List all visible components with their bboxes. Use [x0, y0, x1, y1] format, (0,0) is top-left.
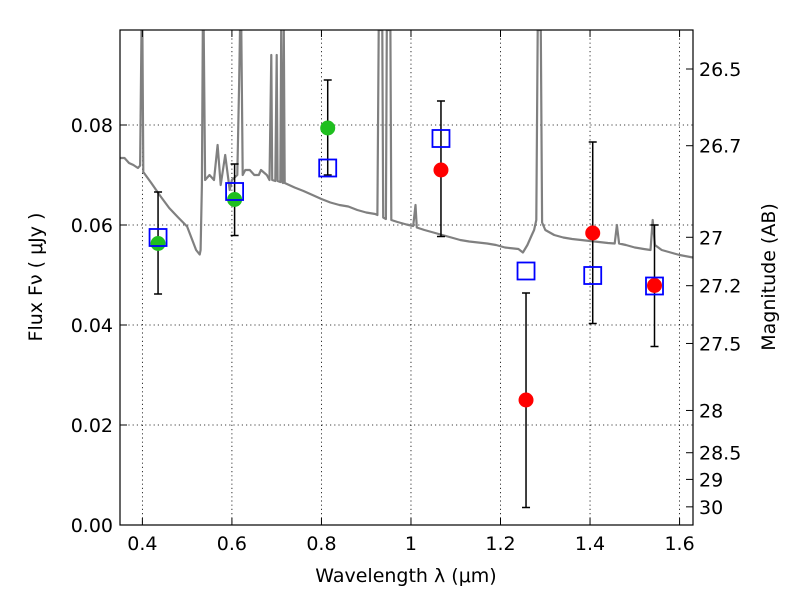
- y2-axis-title: Magnitude (AB): [758, 203, 780, 351]
- y-tick-label: 0.00: [71, 515, 113, 537]
- data-point: [647, 278, 663, 293]
- x-axis-title: Wavelength λ (μm): [315, 565, 496, 587]
- data-point: [318, 158, 338, 178]
- y-tick-label: 0.04: [71, 315, 113, 337]
- data-point: [645, 276, 664, 296]
- plot-frame: [119, 29, 694, 526]
- x-tick-label: 1: [405, 533, 417, 555]
- y2-tick-label: 29: [699, 469, 723, 491]
- y2-tick-label: 28.5: [699, 443, 741, 465]
- data-point: [225, 182, 245, 201]
- y2-tick-label: 27.2: [699, 276, 741, 298]
- axis-tick-labels: 0.4 0.6 0.8 1 1.2 1.4 1.6 0.00 0.02 0.04 0.06 0.08 2…: [71, 59, 742, 555]
- x-tick-label: 1.2: [485, 533, 515, 555]
- data-point: [516, 261, 536, 281]
- data-point: [431, 129, 451, 148]
- y2-tick-label: 26.7: [699, 136, 741, 158]
- y2-tick-label: 26.5: [699, 59, 741, 81]
- x-tick-label: 0.6: [217, 533, 247, 555]
- data-point: [433, 162, 449, 178]
- y-tick-label: 0.08: [71, 115, 113, 137]
- data-point: [585, 225, 601, 241]
- y2-tick-label: 27: [699, 227, 723, 249]
- data-point: [150, 236, 166, 251]
- axis-ticks: [120, 30, 693, 526]
- y2-tick-label: 30: [699, 497, 723, 519]
- model-spectrum: [120, 30, 693, 259]
- data-point: [518, 392, 534, 408]
- x-tick-label: 1.4: [575, 533, 605, 555]
- y2-tick-label: 28: [699, 400, 723, 422]
- data-point: [320, 120, 336, 136]
- data-markers: [148, 120, 664, 408]
- data-point: [583, 266, 603, 285]
- y-axis-title: Flux Fν ( μJy ): [25, 213, 47, 342]
- spectrum-line: [120, 30, 693, 259]
- y-tick-label: 0.02: [71, 415, 113, 437]
- x-tick-label: 0.8: [306, 533, 336, 555]
- y2-tick-label: 27.5: [699, 333, 741, 355]
- y-tick-label: 0.06: [71, 215, 113, 237]
- x-tick-label: 1.6: [664, 533, 694, 555]
- data-point: [148, 228, 168, 247]
- x-tick-label: 0.4: [127, 533, 157, 555]
